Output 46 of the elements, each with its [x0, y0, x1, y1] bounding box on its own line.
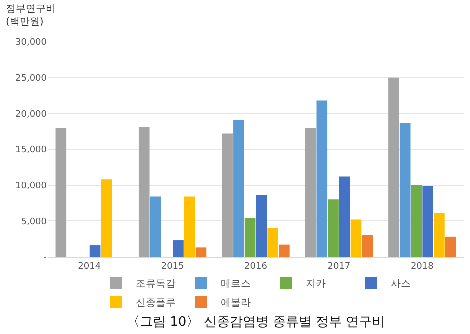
bar	[339, 176, 350, 257]
bar	[328, 200, 339, 257]
bar	[411, 185, 422, 257]
y-tick-label: 25,000	[16, 74, 48, 84]
x-tick-label: 2015	[161, 262, 184, 272]
bar	[90, 246, 101, 257]
bar	[362, 236, 374, 257]
bar	[222, 134, 233, 257]
y-tick-label: -	[44, 253, 47, 264]
legend-label: 메르스	[221, 279, 251, 290]
y-tick-label: 20,000	[16, 110, 48, 120]
bar	[316, 100, 328, 257]
bar	[434, 213, 445, 257]
bar	[184, 196, 196, 257]
bar	[173, 240, 184, 257]
y-tick-label: 10,000	[16, 181, 48, 192]
legend-label: 신종플루	[136, 298, 176, 310]
legend-label: 에볼라	[221, 298, 251, 310]
bar	[256, 195, 268, 257]
x-tick-label: 2016	[244, 262, 268, 272]
bar	[244, 218, 256, 257]
bar	[279, 244, 290, 257]
bar	[268, 228, 278, 257]
bar	[234, 120, 244, 257]
bar	[196, 248, 207, 257]
bar	[56, 128, 67, 257]
bar	[445, 236, 456, 257]
y-tick-label: 30,000	[16, 38, 48, 48]
x-tick-label: 2017	[328, 262, 351, 272]
text: 〈그림 10〉 신종감염병 종류별 정부 연구비	[127, 315, 386, 330]
legend-label: 조류독감	[136, 279, 176, 290]
y-tick-label: 5,000	[21, 217, 48, 228]
y-tick-label: 15,000	[16, 146, 48, 156]
bar	[400, 122, 411, 257]
x-tick-label: 2014	[78, 262, 102, 272]
bar	[138, 127, 150, 257]
bar	[150, 196, 162, 257]
bar	[422, 186, 434, 257]
bar	[388, 78, 400, 257]
legend-label: 사스	[391, 279, 411, 290]
bar	[101, 180, 112, 257]
x-tick-label: 2018	[410, 262, 434, 272]
bar	[305, 128, 316, 257]
y-axis-title: 정부연구비 (백만원)	[6, 4, 56, 28]
legend-label: 지카	[306, 279, 326, 290]
bar	[350, 220, 362, 257]
